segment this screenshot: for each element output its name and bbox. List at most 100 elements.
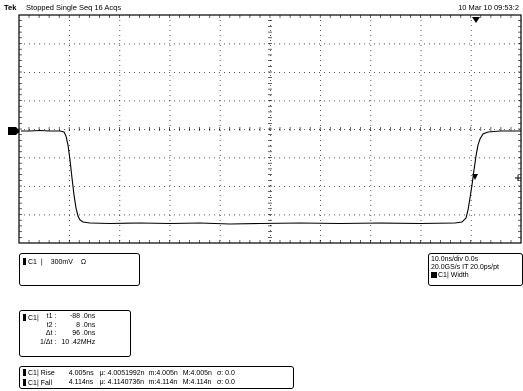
grid-dot <box>34 214 35 216</box>
grid-dot <box>299 129 300 130</box>
measurement-row[interactable]: C1| Rise 4.005ns μ: 4.0051992n m:4.005n … <box>23 369 237 379</box>
grid-dot <box>514 186 515 187</box>
grid-dot <box>169 220 171 221</box>
grid-dot <box>274 214 275 216</box>
grid-dot <box>169 140 171 141</box>
grid-dot <box>34 72 35 73</box>
grid-dot <box>270 235 271 236</box>
grid-dot <box>159 72 160 73</box>
cursor-readout-box[interactable]: C1| t1 : -88 .0ns t2 : 8 .0ns Δt : 96 .0… <box>19 310 131 357</box>
grid-dot <box>499 157 500 159</box>
measurement-row[interactable]: C1| Fall 4.114ns μ: 4.1140736n m:4.114n … <box>23 378 237 389</box>
grid-dot <box>420 145 422 146</box>
grid-dot <box>384 129 385 130</box>
grid-dot <box>264 72 265 73</box>
grid-dot <box>470 50 472 51</box>
grid-dot <box>464 43 465 45</box>
grid-dot <box>169 155 171 156</box>
grid-dot <box>514 43 515 45</box>
trigger-marker-icon[interactable] <box>472 17 480 23</box>
grid-dot <box>219 95 221 96</box>
grid-dot <box>394 186 395 187</box>
grid-dot <box>374 214 375 216</box>
grid-dot <box>370 125 372 126</box>
grid-dot <box>270 200 271 201</box>
timebase-box[interactable]: 10.0ns/div 0.0s 20.0GS/s IT 20.0ps/pt C1… <box>428 253 523 286</box>
grid-dot <box>320 130 321 131</box>
grid-dot <box>379 129 380 130</box>
grid-dot <box>399 157 400 159</box>
grid-dot <box>49 157 50 159</box>
grid-dot <box>414 129 415 130</box>
grid-dot <box>69 110 70 111</box>
grid-dot <box>99 186 100 187</box>
grid-dot <box>369 72 370 73</box>
grid-dot <box>370 95 372 96</box>
grid-dot <box>270 160 271 161</box>
grid-dot <box>169 205 171 206</box>
grid-dot <box>320 165 321 166</box>
grid-dot <box>399 186 400 187</box>
grid-dot <box>119 125 121 126</box>
grid-dot <box>219 160 221 161</box>
channel-scale-box[interactable]: C1 | 300mV Ω <box>19 253 140 286</box>
grid-dot <box>339 100 340 102</box>
grid-dot <box>204 186 205 187</box>
grid-dot <box>64 129 65 130</box>
grid-dot <box>339 186 340 187</box>
grid-dot <box>470 100 472 101</box>
grid-dot <box>504 186 505 187</box>
grid-dot <box>334 186 335 187</box>
grid-dot <box>69 235 70 236</box>
grid-dot <box>354 186 355 187</box>
grid-dot <box>420 80 422 81</box>
grid-dot <box>294 100 295 102</box>
grid-dot <box>169 150 171 151</box>
grid-dot <box>169 95 171 96</box>
grid-dot <box>134 72 135 73</box>
waveform-display[interactable] <box>0 0 523 245</box>
grid-dot <box>174 214 175 216</box>
ground-marker-icon[interactable] <box>8 127 20 135</box>
grid-dot <box>509 214 510 216</box>
grid-dot <box>364 129 365 130</box>
grid-dot <box>409 43 410 45</box>
grid-dot <box>429 129 430 130</box>
grid-dot <box>219 145 221 146</box>
grid-dot <box>224 157 225 159</box>
grid-dot <box>364 214 365 216</box>
grid-dot <box>370 20 372 21</box>
grid-dot <box>169 110 171 111</box>
grid-dot <box>259 129 260 130</box>
grid-dot <box>404 129 405 130</box>
grid-dot <box>409 72 410 73</box>
measurement-box[interactable]: C1| Rise 4.005ns μ: 4.0051992n m:4.005n … <box>19 366 294 389</box>
grid-dot <box>169 100 171 101</box>
trigger-level-icon[interactable] <box>515 175 521 181</box>
grid-dot <box>69 205 70 206</box>
grid-dot <box>420 130 422 131</box>
grid-dot <box>189 72 190 73</box>
grid-dot <box>270 240 271 241</box>
grid-dot <box>169 145 171 146</box>
grid-dot <box>489 186 490 187</box>
grid-dot <box>284 186 285 187</box>
grid-dot <box>354 129 355 130</box>
grid-dot <box>274 186 275 187</box>
grid-dot <box>320 70 321 71</box>
grid-dot <box>164 186 165 187</box>
grid-dot <box>24 129 25 130</box>
grid-dot <box>69 65 70 66</box>
grid-dot <box>299 43 300 45</box>
grid-dot <box>284 43 285 45</box>
grid-dot <box>269 72 270 73</box>
grid-dot <box>179 157 180 159</box>
grid-dot <box>439 43 440 45</box>
grid-dot <box>514 72 515 73</box>
grid-dot <box>320 65 321 66</box>
grid-dot <box>439 129 440 130</box>
grid-dot <box>399 129 400 130</box>
grid-dot <box>219 150 221 151</box>
grid-dot <box>119 60 121 61</box>
grid-dot <box>169 30 171 31</box>
